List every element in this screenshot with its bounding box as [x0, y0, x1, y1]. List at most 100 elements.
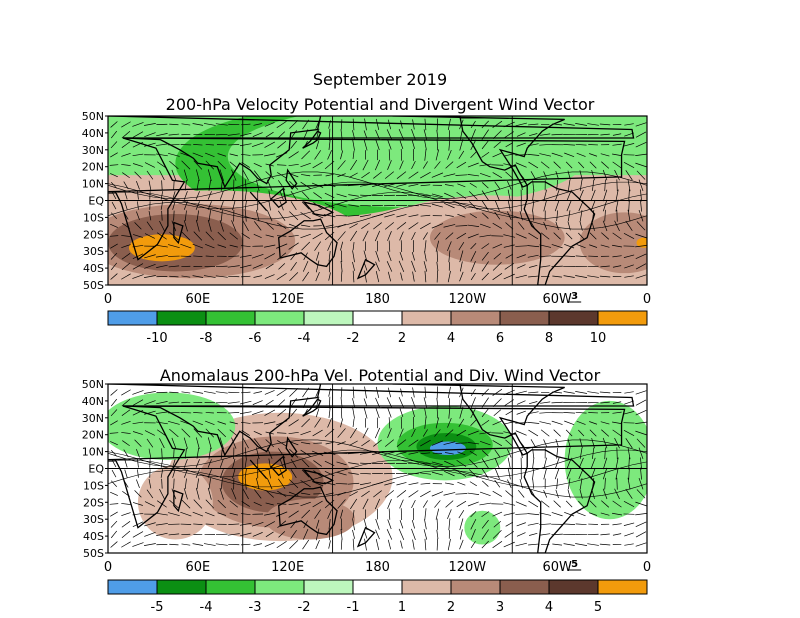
wind-vector — [349, 172, 358, 178]
wind-vector — [219, 220, 224, 232]
wind-vector — [529, 532, 538, 536]
wind-vector — [161, 478, 163, 489]
wind-vector — [579, 179, 583, 191]
wind-vector — [217, 421, 227, 425]
wind-vector — [289, 479, 299, 489]
colorbar-0: -10 -8 -6 -4 -2 2 4 6 8 10 — [107, 310, 648, 346]
wind-vector — [591, 170, 595, 181]
wind-vector — [173, 448, 175, 459]
wind-vector — [255, 447, 260, 460]
wind-vector — [181, 428, 191, 438]
wind-vector — [602, 467, 608, 480]
wind-vector — [301, 150, 311, 160]
wind-vector — [134, 171, 142, 179]
wind-vector — [563, 523, 576, 525]
wind-vector — [599, 275, 611, 278]
wind-vector — [384, 439, 394, 447]
wind-vector — [244, 179, 247, 192]
wind-vector — [627, 447, 631, 460]
wind-vector — [635, 274, 647, 279]
wind-vector — [290, 140, 298, 149]
colorbar-label: 2 — [398, 331, 406, 346]
colorbar-swatch — [205, 579, 256, 595]
wind-vector — [399, 160, 404, 170]
wind-vector — [615, 199, 619, 212]
wind-vector — [543, 489, 548, 498]
wind-vector — [110, 480, 118, 487]
wind-vector — [289, 211, 299, 221]
wind-vector — [193, 144, 203, 146]
wind-vector — [340, 418, 344, 428]
wind-vector — [121, 541, 131, 548]
wind-vector — [422, 161, 428, 169]
wind-vector — [349, 491, 358, 497]
x-tick-label: 0 — [104, 560, 112, 575]
y-tick-label: 50S — [83, 547, 104, 560]
wind-vector — [422, 232, 428, 240]
x-tick-label: 0 — [104, 292, 112, 307]
coastline — [392, 116, 565, 188]
wind-vector — [384, 213, 395, 218]
wind-vector — [424, 251, 427, 262]
wind-vector — [481, 261, 489, 272]
wind-vector — [289, 540, 299, 550]
colorbar-label: -6 — [249, 331, 262, 346]
wind-vector — [601, 429, 610, 437]
wind-vector — [301, 241, 311, 251]
wind-vector — [290, 190, 297, 200]
wind-vector — [171, 169, 177, 181]
wind-vector — [399, 140, 404, 149]
wind-vector — [136, 448, 140, 458]
wind-vector — [507, 457, 511, 470]
wind-vector — [527, 153, 540, 156]
y-tick-label: 50S — [83, 279, 104, 292]
wind-vector — [240, 132, 252, 137]
wind-vector — [375, 118, 380, 131]
wind-vector — [384, 222, 394, 230]
wind-vector — [132, 531, 144, 538]
wind-vector — [146, 438, 154, 448]
main-title: September 2019 — [312, 70, 448, 89]
wind-vector — [503, 421, 515, 425]
wind-vector — [420, 214, 431, 217]
wind-vector — [312, 232, 323, 240]
wind-vector — [600, 244, 610, 248]
wind-vector — [470, 261, 476, 272]
wind-vector — [155, 421, 168, 425]
wind-vector — [215, 543, 228, 546]
wind-vector — [386, 529, 393, 540]
wind-vector — [276, 273, 287, 281]
colorbar-swatch — [401, 310, 452, 326]
wind-vector — [624, 264, 634, 269]
wind-vector — [563, 275, 575, 278]
field-region-7 — [128, 234, 195, 262]
wind-vector — [124, 459, 128, 468]
wind-vector — [388, 240, 391, 252]
wind-vector — [408, 490, 419, 498]
wind-vector — [364, 386, 367, 399]
wind-vector — [228, 255, 240, 257]
wind-vector — [387, 539, 392, 550]
wind-vector — [576, 244, 586, 249]
wind-vector — [436, 407, 439, 419]
wind-vector — [492, 530, 502, 539]
wind-vector — [288, 431, 299, 435]
wind-vector — [604, 209, 606, 222]
colorbar-swatch — [401, 579, 452, 595]
wind-vector — [110, 398, 118, 407]
wind-vector — [288, 163, 299, 167]
colorbar-label: -5 — [151, 600, 164, 615]
wind-vector — [277, 490, 287, 497]
contour-line — [108, 439, 647, 467]
wind-vector — [109, 235, 119, 237]
x-tick-label: 60W — [542, 292, 572, 307]
colorbar-label: -4 — [200, 600, 213, 615]
wind-vector — [479, 173, 491, 178]
wind-vector — [431, 193, 443, 198]
wind-vector — [563, 144, 576, 146]
wind-vector — [168, 401, 180, 404]
wind-vector — [289, 387, 299, 397]
wind-vector — [516, 264, 526, 269]
wind-vector — [229, 500, 238, 508]
wind-vector — [443, 173, 456, 177]
